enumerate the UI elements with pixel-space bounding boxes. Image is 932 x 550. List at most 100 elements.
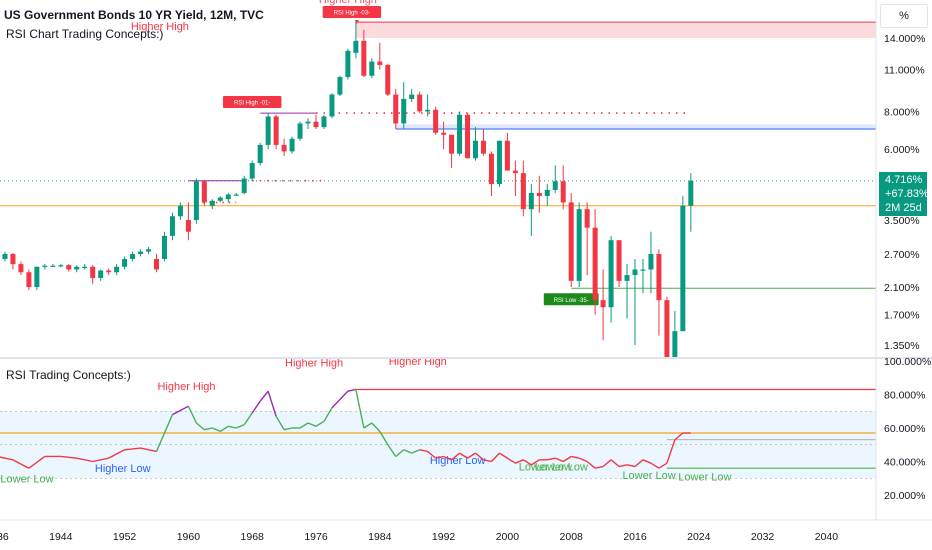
candle-body[interactable]	[225, 194, 231, 200]
candle-body[interactable]	[26, 272, 32, 288]
candle-body[interactable]	[353, 40, 359, 53]
candle-body[interactable]	[74, 266, 80, 270]
candle-body[interactable]	[473, 140, 478, 159]
candle-body[interactable]	[146, 249, 152, 252]
candle-body[interactable]	[592, 227, 598, 301]
candle-body[interactable]	[10, 254, 16, 265]
candle-body[interactable]	[504, 140, 510, 171]
candle-body[interactable]	[138, 251, 144, 255]
candle-body[interactable]	[520, 173, 526, 210]
candle-body[interactable]	[640, 269, 646, 271]
candle-body[interactable]	[632, 269, 638, 276]
candle-body[interactable]	[233, 194, 239, 196]
candle-body[interactable]	[169, 216, 175, 236]
candle-body[interactable]	[42, 265, 48, 267]
candle-body[interactable]	[297, 123, 303, 139]
candle-body[interactable]	[672, 331, 678, 357]
candle-body[interactable]	[608, 240, 614, 308]
candle-body[interactable]	[321, 116, 327, 128]
candle-body[interactable]	[50, 265, 56, 267]
candle-body[interactable]	[624, 275, 630, 281]
candle-body[interactable]	[82, 266, 88, 268]
rsi-segment	[547, 457, 556, 461]
candle-body[interactable]	[465, 114, 471, 159]
candle-body[interactable]	[90, 266, 96, 278]
candle-body[interactable]	[560, 181, 566, 203]
candle-body[interactable]	[281, 144, 287, 152]
candle-body[interactable]	[193, 181, 199, 220]
candle-body[interactable]	[393, 94, 399, 124]
candle-body[interactable]	[249, 163, 255, 179]
candle-body[interactable]	[664, 300, 670, 357]
candle-body[interactable]	[457, 114, 463, 154]
candle-body[interactable]	[122, 258, 128, 267]
candle-body[interactable]	[185, 219, 191, 232]
candle-body[interactable]	[217, 197, 223, 201]
candle-body[interactable]	[480, 140, 486, 154]
candle-body[interactable]	[106, 270, 112, 273]
main-chart-overlays: Higher High Higher High RSI High -03- RSI H…	[0, 0, 876, 306]
candle-body[interactable]	[98, 270, 104, 278]
candle-body[interactable]	[34, 266, 40, 288]
candle-body[interactable]	[401, 98, 407, 124]
candle-body[interactable]	[209, 200, 215, 206]
candle-body[interactable]	[648, 254, 654, 270]
candle-body[interactable]	[273, 116, 279, 145]
candle-body[interactable]	[616, 240, 622, 281]
candle-body[interactable]	[688, 180, 694, 206]
candle-body[interactable]	[576, 209, 582, 281]
candle-body[interactable]	[289, 138, 295, 152]
candle-body[interactable]	[512, 170, 518, 174]
candle-body[interactable]	[425, 109, 431, 112]
rsi-segment	[315, 420, 325, 427]
rsi-segment	[60, 455, 77, 459]
x-axis-tick-label: 2032	[751, 531, 775, 543]
candle-body[interactable]	[329, 94, 335, 117]
candlestick-series[interactable]	[0, 22, 694, 357]
candle-body[interactable]	[114, 266, 120, 273]
candle-body[interactable]	[552, 181, 558, 190]
support-zone-blue[interactable]	[395, 124, 876, 129]
candle-body[interactable]	[680, 205, 686, 332]
candle-body[interactable]	[18, 264, 24, 273]
percent-scale-button[interactable]: %	[880, 4, 928, 28]
candle-body[interactable]	[488, 153, 494, 185]
candle-body[interactable]	[417, 94, 423, 112]
rsi-segment	[443, 455, 452, 461]
candle-body[interactable]	[377, 61, 383, 65]
candle-body[interactable]	[257, 144, 263, 164]
main-annotation: Higher High	[319, 0, 377, 6]
candle-body[interactable]	[369, 61, 375, 76]
candle-body[interactable]	[201, 181, 207, 203]
candle-body[interactable]	[177, 205, 183, 217]
candle-body[interactable]	[361, 40, 367, 76]
candle-body[interactable]	[130, 254, 136, 259]
candle-body[interactable]	[66, 265, 72, 270]
candle-body[interactable]	[568, 202, 574, 281]
candle-body[interactable]	[2, 254, 8, 259]
candle-body[interactable]	[441, 132, 447, 135]
candle-body[interactable]	[337, 77, 343, 95]
candle-body[interactable]	[449, 134, 455, 154]
candle-body[interactable]	[584, 209, 590, 228]
rsi-line[interactable]	[0, 388, 691, 469]
candle-body[interactable]	[241, 178, 247, 193]
candle-body[interactable]	[409, 94, 415, 99]
candle-body[interactable]	[656, 254, 662, 301]
candle-body[interactable]	[345, 50, 351, 78]
candle-body[interactable]	[154, 258, 159, 270]
candle-body[interactable]	[433, 109, 439, 133]
candle-body[interactable]	[544, 189, 550, 197]
candle-body[interactable]	[305, 121, 311, 124]
candle-body[interactable]	[161, 235, 167, 259]
candle-body[interactable]	[600, 300, 606, 308]
candle-body[interactable]	[265, 116, 271, 145]
candle-body[interactable]	[58, 265, 64, 267]
candle-body[interactable]	[385, 64, 391, 95]
resistance-zone[interactable]	[355, 22, 876, 38]
candle-body[interactable]	[496, 140, 502, 185]
candle-body[interactable]	[528, 192, 534, 210]
candle-body[interactable]	[536, 192, 542, 197]
candle-body[interactable]	[313, 121, 319, 128]
